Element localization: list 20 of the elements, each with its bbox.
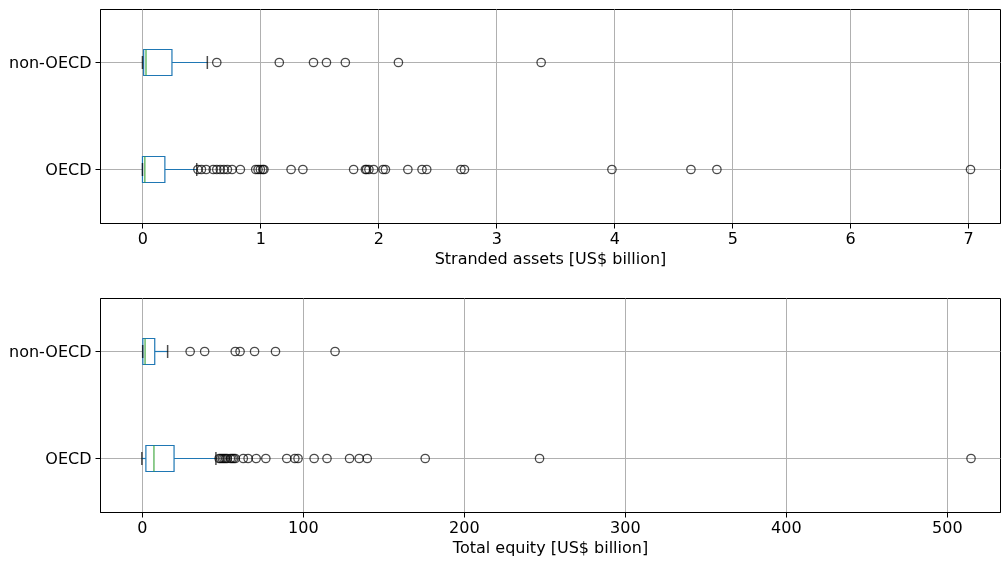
x-tick-label: 300 — [610, 517, 641, 537]
x-tick-label: 500 — [932, 517, 963, 537]
x-axis-title: Total equity [US$ billion] — [451, 537, 649, 557]
x-tick-label: 4 — [609, 228, 620, 248]
x-tick-label: 400 — [771, 517, 802, 537]
x-tick-label: 6 — [845, 228, 856, 248]
x-tick-label: 0 — [137, 228, 149, 248]
x-tick-label: 2 — [373, 228, 384, 248]
x-axis-title: Stranded assets [US$ billion] — [434, 248, 667, 268]
x-tick-label: 0 — [137, 517, 148, 537]
x-tick-label: 1 — [255, 228, 267, 248]
x-tick-label: 5 — [727, 228, 738, 248]
x-tick-label: 7 — [963, 228, 974, 248]
x-tick-label: 3 — [491, 228, 502, 248]
y-tick-label: non-OECD — [9, 341, 92, 361]
x-tick-label: 100 — [288, 517, 319, 537]
x-tick-label: 200 — [449, 517, 480, 537]
y-tick-label: non-OECD — [9, 52, 92, 72]
y-tick-label: OECD — [45, 159, 92, 179]
y-tick-label: OECD — [45, 448, 92, 468]
